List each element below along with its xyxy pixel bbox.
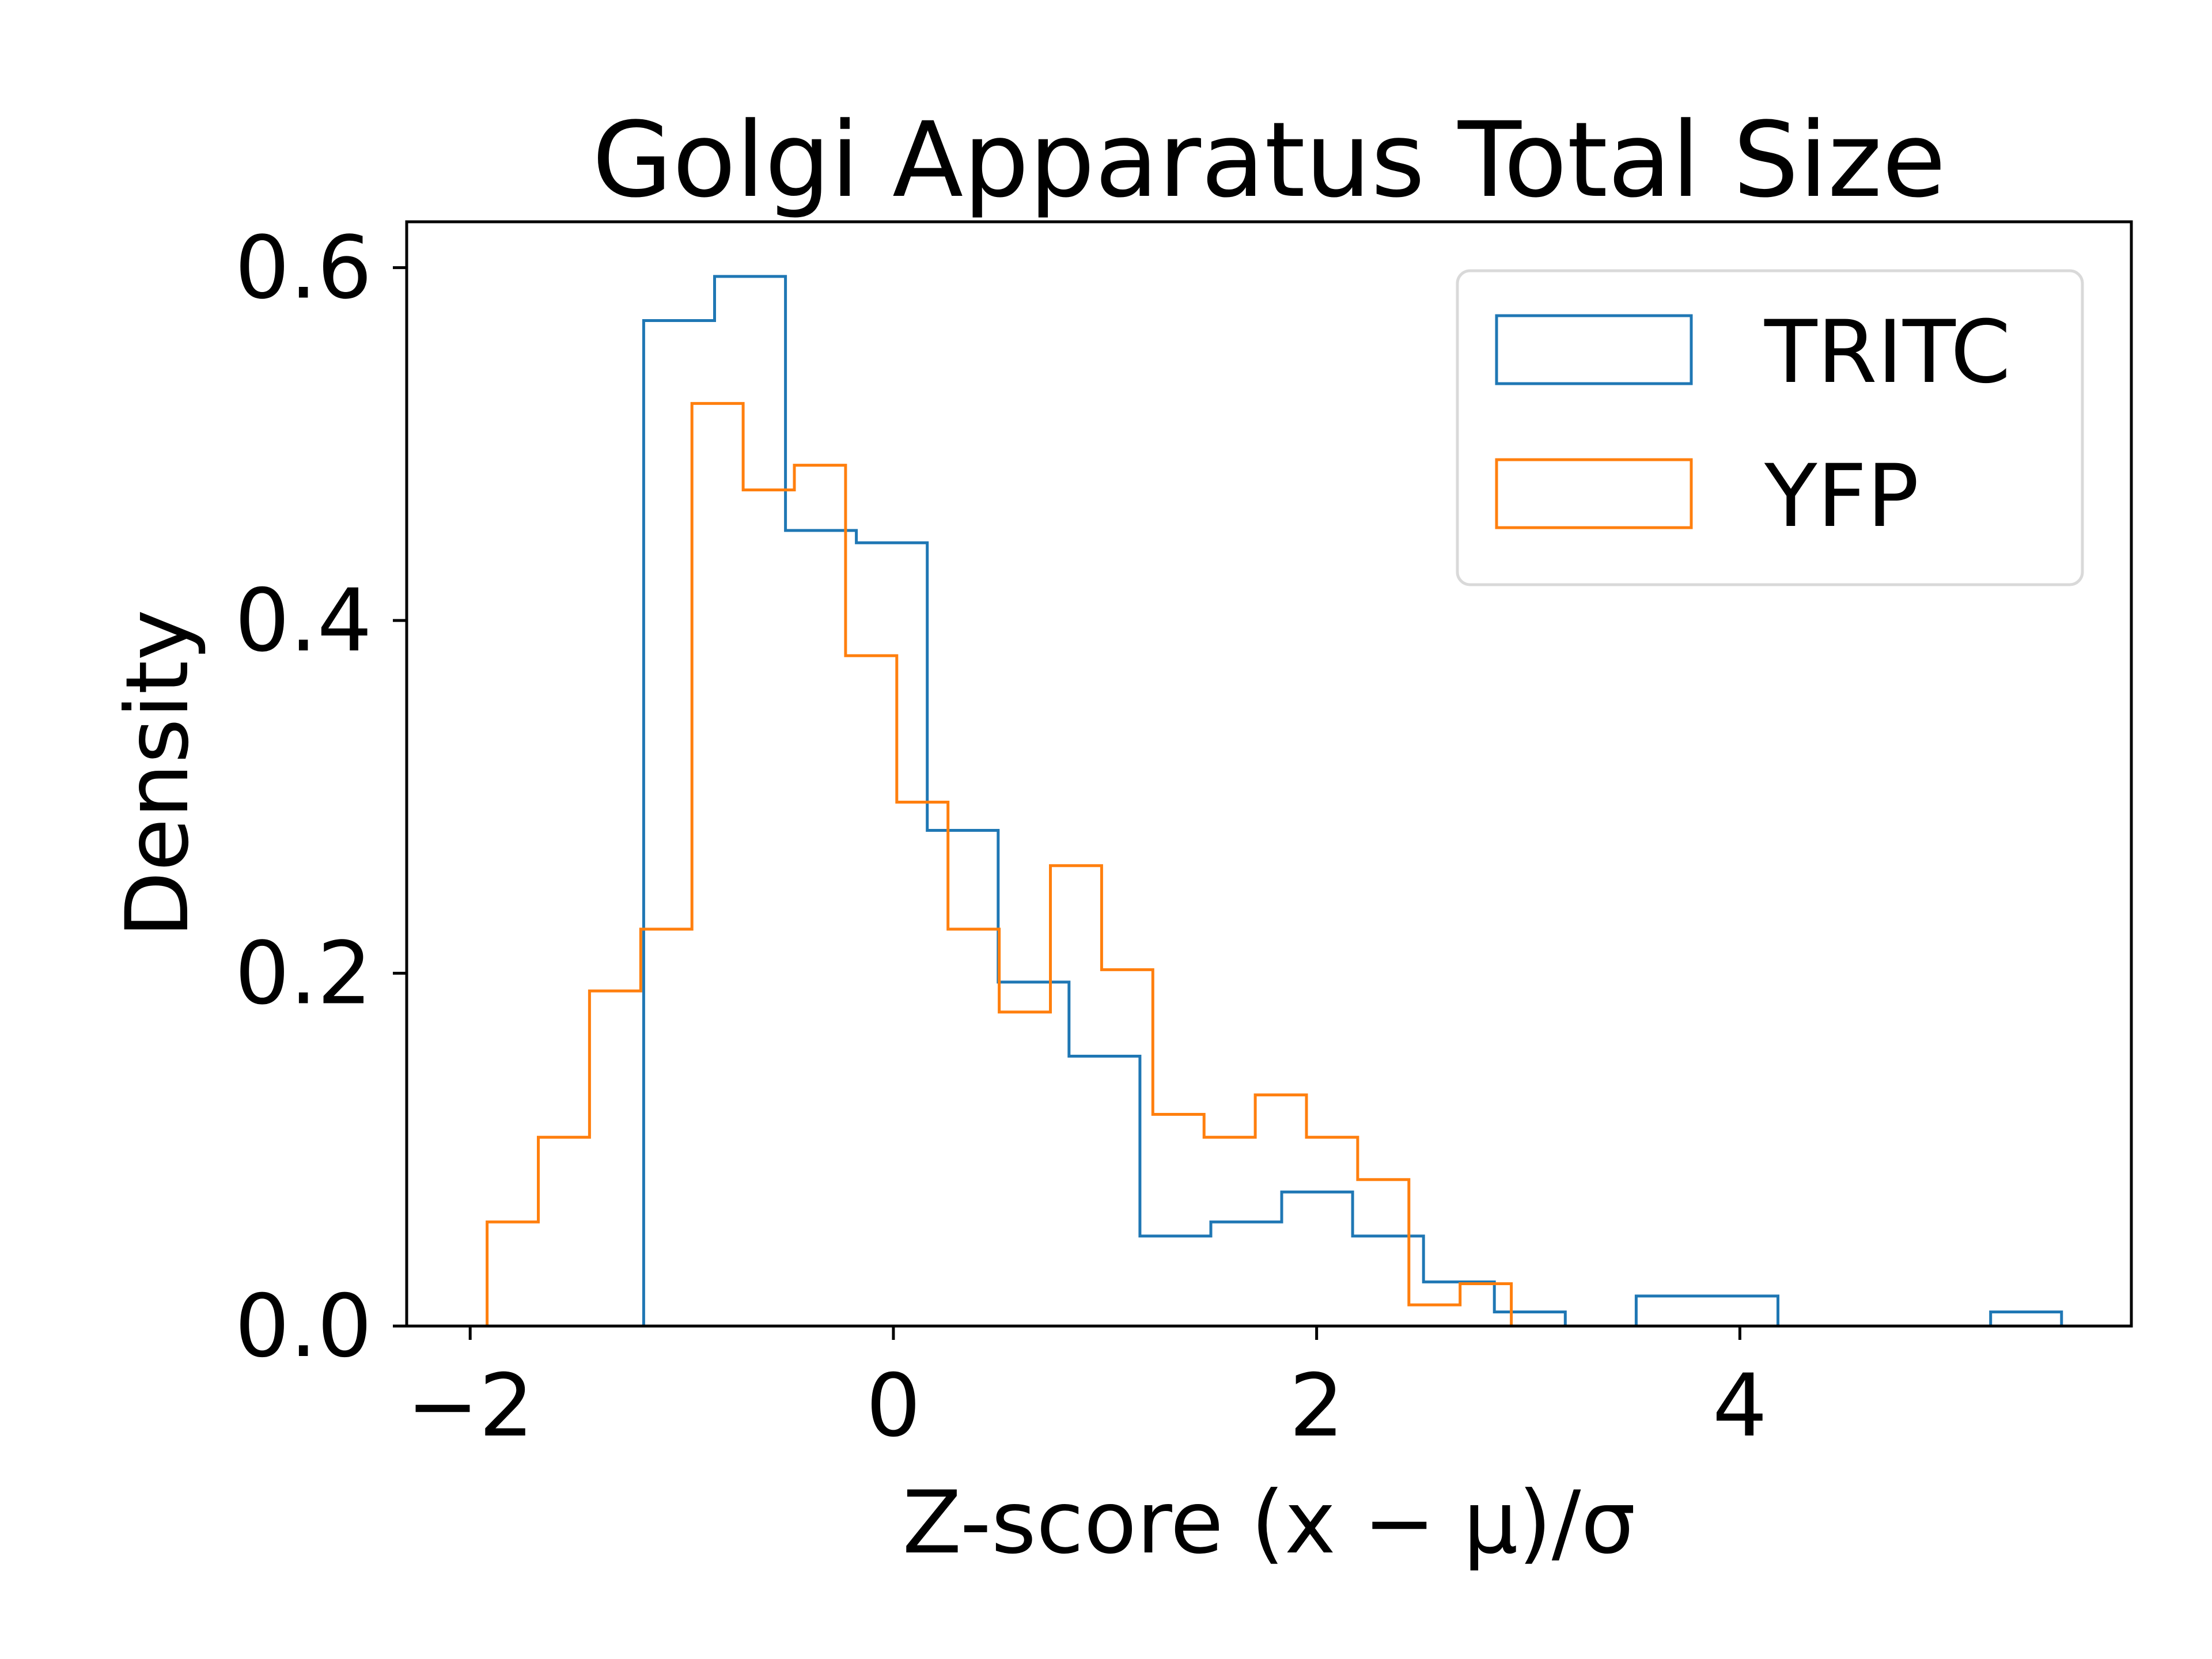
histogram-bin-yfp [692,403,743,1326]
y-tick-label: 0.4 [234,571,372,671]
histogram-bin-yfp [1409,1305,1460,1326]
legend: TRITC YFP [1456,269,2084,586]
y-tick-label: 0.2 [234,924,372,1024]
y-axis-label: Density [108,609,208,938]
histogram-bin-tritc [1991,1312,2062,1327]
plot-layer [486,275,2063,1328]
x-tick-label: 0 [866,1356,921,1456]
histogram-bin-tritc [643,321,714,1327]
chart-title: Golgi Apparatus Total Size [592,100,1946,221]
axes-layer: −2 0 2 4 0.0 0.2 0.4 0.6 [234,218,1767,1456]
x-tick-label: 4 [1713,1356,1767,1456]
histogram-bin-yfp [1051,866,1102,1326]
histogram-bin-tritc [998,982,1069,1326]
legend-label-tritc: TRITC [1764,302,2011,403]
histogram-bin-tritc [1211,1222,1282,1326]
legend-frame [1456,269,2084,586]
histogram-bin-tritc [1140,1236,1211,1326]
y-tick-label: 0.0 [234,1277,372,1377]
histogram-bin-yfp [794,465,846,1326]
histogram-bin-yfp [999,1012,1051,1326]
y-tick-label: 0.6 [234,218,372,319]
histogram-bin-tritc [1282,1192,1353,1326]
histogram-bin-yfp [589,991,641,1326]
histogram-bin-tritc [1069,1056,1140,1327]
histogram-bin-yfp [1153,1115,1204,1327]
histogram-bin-tritc [927,831,998,1327]
histogram-bin-tritc [1707,1296,1778,1326]
x-tick-label: 2 [1289,1356,1344,1456]
histogram-bin-yfp [1460,1284,1512,1327]
x-tick-label: −2 [407,1356,534,1456]
histogram-bin-yfp [641,929,692,1326]
histogram-bin-tritc [1636,1296,1707,1326]
histogram-bin-yfp [846,656,897,1326]
histogram-bin-yfp [1358,1180,1409,1326]
histogram-bin-yfp [539,1137,590,1326]
x-axis-label: Z-score (x − μ)/σ [903,1473,1636,1573]
histogram-bin-yfp [1101,969,1153,1326]
histogram-bin-yfp [948,929,999,1326]
histogram-bin-tritc [1353,1236,1423,1326]
histogram-step-tritc [642,275,2063,1328]
histogram-bin-tritc [715,276,786,1326]
plot-frame [405,220,2133,1328]
histogram-bin-tritc [857,543,927,1326]
histogram-bin-yfp [487,1222,539,1326]
legend-swatch-yfp [1495,458,1693,529]
histogram-bin-tritc [1494,1312,1565,1327]
legend-label-yfp: YFP [1764,446,1919,547]
histogram-bin-yfp [897,802,948,1327]
histogram-step-yfp [486,402,1513,1326]
histogram-bin-yfp [743,490,794,1327]
histogram-bin-yfp [1306,1137,1358,1326]
legend-swatch-tritc [1495,314,1693,385]
